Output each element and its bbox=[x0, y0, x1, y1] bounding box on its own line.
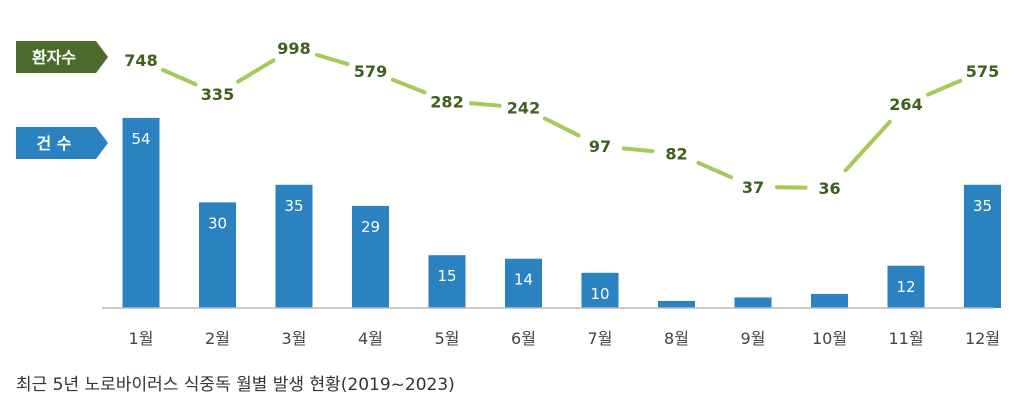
patients-point-label: 335 bbox=[201, 85, 234, 104]
x-tick-label: 8월 bbox=[664, 329, 689, 348]
bar-value-label: 3 bbox=[748, 309, 758, 327]
legend-cases-tag: 건 수 bbox=[36, 134, 71, 153]
x-tick-label: 5월 bbox=[435, 329, 460, 348]
line-layer: 748 335 998 579 282 242 97 82 37 36 264 575 bbox=[124, 39, 999, 198]
bar-value-label: 30 bbox=[208, 214, 227, 232]
patients-line-segment bbox=[314, 52, 350, 67]
legend-patients-tag-shape bbox=[16, 41, 108, 73]
x-axis: 1월 2월 3월 4월 5월 6월 7월 8월 9월 10월 11월 12월 bbox=[102, 307, 1000, 348]
x-tick-label: 12월 bbox=[965, 329, 1000, 348]
bar-3월 bbox=[275, 184, 313, 308]
bar-2월 bbox=[199, 202, 236, 308]
patients-line-segment bbox=[696, 160, 734, 180]
patients-point-label: 82 bbox=[665, 144, 687, 163]
patients-line-segment bbox=[160, 67, 198, 87]
patients-point-label: 998 bbox=[277, 39, 310, 58]
bar-9월 bbox=[734, 297, 772, 308]
bar-12월 bbox=[964, 184, 1001, 308]
bar-value-label: 35 bbox=[973, 197, 992, 215]
x-tick-label: 7월 bbox=[588, 329, 613, 348]
patients-point-label: 242 bbox=[507, 99, 540, 118]
bar-4월 bbox=[352, 205, 389, 308]
x-tick-label: 1월 bbox=[129, 329, 154, 348]
bars-layer: 54 30 35 29 15 14 10 2 3 4 12 35 bbox=[122, 117, 1001, 331]
patients-line-segment bbox=[926, 78, 963, 97]
patients-line-segment bbox=[843, 119, 892, 173]
patients-line-segment bbox=[390, 77, 427, 95]
bar-10월 bbox=[811, 293, 848, 308]
bar-value-label: 4 bbox=[825, 306, 835, 324]
patients-point-label: 264 bbox=[889, 95, 922, 114]
x-tick-label: 10월 bbox=[812, 329, 847, 348]
bar-value-label: 15 bbox=[437, 267, 456, 285]
patients-point-label: 282 bbox=[430, 92, 463, 111]
patients-point-label: 579 bbox=[354, 62, 387, 81]
bar-value-label: 54 bbox=[131, 130, 150, 148]
bar-value-label: 35 bbox=[284, 197, 303, 215]
x-tick-label: 2월 bbox=[205, 329, 230, 348]
bar-1월 bbox=[122, 117, 160, 308]
bar-value-label: 29 bbox=[361, 218, 380, 236]
x-tick-label: 11월 bbox=[888, 329, 923, 348]
patients-point-label: 748 bbox=[124, 51, 157, 70]
x-tick-label: 3월 bbox=[282, 329, 307, 348]
patients-point-label: 36 bbox=[818, 179, 840, 198]
legend-cases-tag-shape bbox=[16, 127, 108, 159]
bar-value-label: 10 bbox=[590, 285, 609, 303]
patients-line-segment bbox=[621, 146, 655, 154]
bar-value-label: 14 bbox=[514, 271, 533, 289]
x-tick-label: 4월 bbox=[358, 329, 383, 348]
patients-point-label: 97 bbox=[589, 137, 611, 156]
legend-patients-tag: 환자수 bbox=[32, 48, 76, 67]
x-tick-label: 6월 bbox=[511, 329, 536, 348]
patients-point-label: 575 bbox=[966, 62, 999, 81]
patients-point-label: 37 bbox=[742, 178, 764, 197]
bar-8월 bbox=[658, 300, 695, 308]
bar-value-label: 2 bbox=[672, 313, 682, 331]
bar-5월 bbox=[428, 255, 466, 308]
chart-caption: 최근 5년 노로바이러스 식중독 월별 발생 현황(2019~2023) bbox=[16, 375, 455, 395]
bar-value-label: 12 bbox=[896, 278, 915, 296]
patients-line-segment bbox=[468, 101, 502, 108]
bar-7월 bbox=[581, 272, 619, 308]
patients-line-segment bbox=[542, 116, 581, 138]
bar-6월 bbox=[505, 258, 542, 308]
patients-line-segment bbox=[236, 58, 276, 84]
x-tick-label: 9월 bbox=[741, 329, 766, 348]
bar-11월 bbox=[887, 265, 925, 308]
